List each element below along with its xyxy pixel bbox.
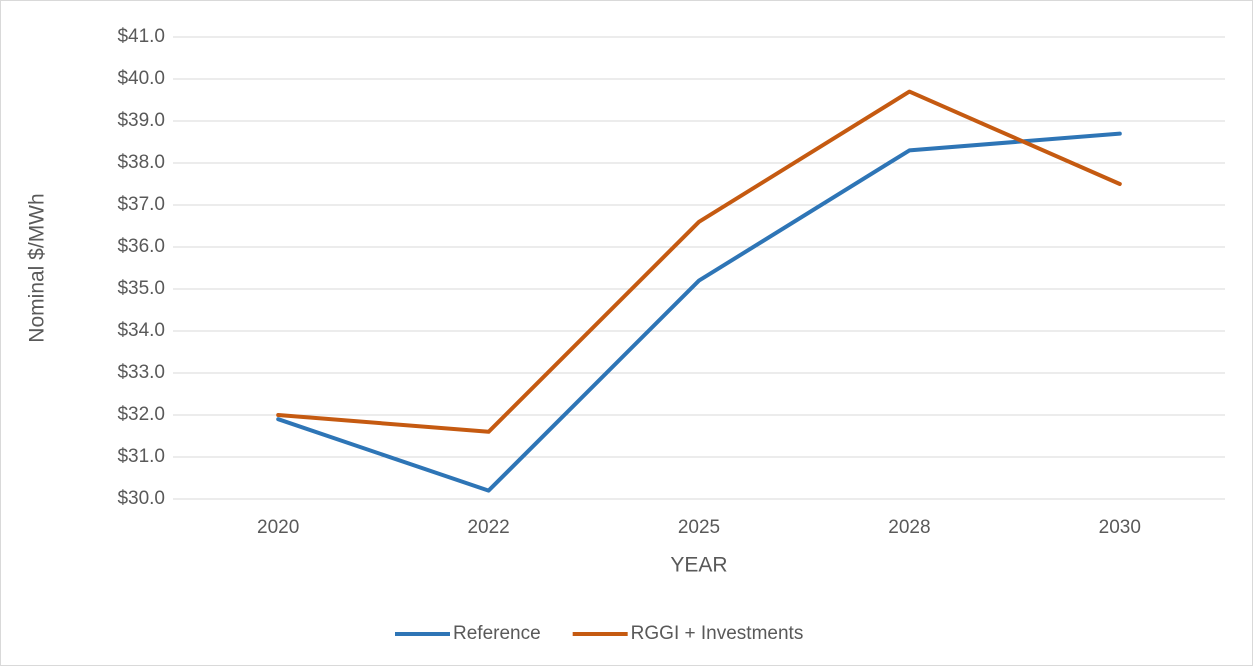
y-tick-label: $34.0 [117,320,165,341]
y-tick-label: $39.0 [117,110,165,131]
y-tick-label: $36.0 [117,236,165,257]
y-tick-label: $35.0 [117,278,165,299]
y-tick-label: $41.0 [117,26,165,47]
y-tick-label: $40.0 [117,68,165,89]
x-tick-label: 2020 [257,517,299,538]
x-tick-label: 2030 [1099,517,1141,538]
y-tick-label: $31.0 [117,446,165,467]
x-axis-title: YEAR [670,554,727,577]
x-tick-label: 2022 [467,517,509,538]
y-tick-label: $32.0 [117,404,165,425]
y-tick-label: $33.0 [117,362,165,383]
x-tick-label: 2028 [888,517,930,538]
x-tick-label: 2025 [678,517,720,538]
legend-label: Reference [453,623,541,644]
y-axis-title: Nominal $/MWh [26,193,49,342]
legend-label: RGGI + Investments [631,623,804,644]
line-series [276,131,1122,493]
y-tick-label: $30.0 [117,488,165,509]
y-tick-label: $37.0 [117,194,165,215]
line-series [276,89,1122,434]
y-tick-label: $38.0 [117,152,165,173]
